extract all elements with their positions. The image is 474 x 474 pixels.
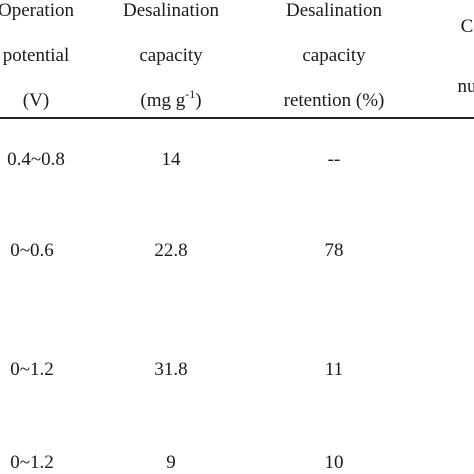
header-desalination-capacity-line2: capacity	[139, 45, 203, 66]
header-operation-potential-line1: Operation	[0, 0, 74, 21]
header-cropped-column-line2: nu	[457, 76, 474, 97]
header-cropped-column-line1: C	[460, 16, 474, 37]
header-capacity-retention-line3: retention (%)	[283, 90, 385, 111]
header-unit-text: (mg g	[140, 90, 186, 111]
row3-capacity-retention: 11	[324, 359, 344, 380]
row4-desalination-capacity: 9	[166, 452, 176, 473]
header-desalination-capacity-line3: (mg g-1)	[140, 88, 202, 111]
row3-desalination-capacity: 31.8	[154, 359, 188, 380]
row4-capacity-retention: 10	[324, 452, 344, 473]
row2-desalination-capacity: 22.8	[154, 240, 188, 261]
row1-operation-potential: 0.4~0.8	[7, 149, 65, 170]
row2-capacity-retention: 78	[324, 240, 344, 261]
header-unit-exponent: -1	[185, 87, 196, 101]
header-desalination-capacity-line1: Desalination	[122, 0, 220, 21]
row1-desalination-capacity: 14	[161, 149, 181, 170]
header-rule	[0, 117, 474, 119]
header-capacity-retention-line1: Desalination	[285, 0, 383, 21]
header-unit-close: )	[195, 90, 202, 111]
row1-capacity-retention: --	[327, 149, 341, 170]
header-operation-potential-line2: potential	[2, 45, 70, 66]
row3-operation-potential: 0~1.2	[10, 359, 54, 380]
row4-operation-potential: 0~1.2	[10, 452, 54, 473]
row2-operation-potential: 0~0.6	[10, 240, 54, 261]
header-operation-potential-line3: (V)	[22, 90, 50, 111]
header-capacity-retention-line2: capacity	[302, 45, 366, 66]
